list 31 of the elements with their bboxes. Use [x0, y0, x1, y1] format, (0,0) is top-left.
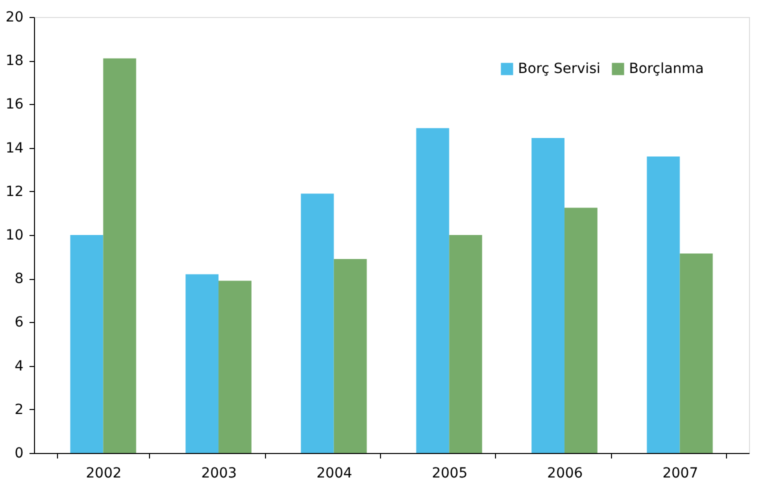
bar [532, 138, 564, 453]
legend-label: Borçlanma [629, 61, 704, 77]
x-tick-label: 2007 [662, 466, 698, 482]
x-tick-label: 2002 [86, 466, 122, 482]
y-tick-label: 8 [14, 271, 24, 288]
x-tick-label: 2006 [547, 466, 583, 482]
bar [680, 254, 713, 453]
bar [186, 274, 219, 453]
bar [416, 128, 450, 453]
bar [334, 258, 367, 453]
y-tick-label: 20 [6, 10, 24, 26]
y-tick-label: 12 [6, 184, 24, 200]
bar [646, 156, 680, 453]
x-tick-label: 2004 [316, 466, 352, 482]
bar [300, 194, 334, 453]
bar [103, 58, 136, 453]
bar [218, 280, 252, 453]
bar [70, 235, 104, 453]
y-tick-label: 2 [14, 402, 24, 418]
bar [449, 235, 482, 453]
y-tick-label: 0 [14, 446, 24, 462]
y-tick-label: 16 [6, 96, 24, 113]
bar [564, 208, 598, 453]
y-tick-label: 18 [6, 53, 24, 70]
x-tick-label: 2005 [432, 466, 468, 482]
legend-label: Borç Servisi [518, 61, 600, 77]
y-tick-label: 14 [6, 140, 24, 156]
y-tick-label: 6 [14, 314, 24, 331]
y-tick-label: 4 [14, 358, 24, 374]
y-tick-label: 10 [6, 228, 24, 244]
x-tick-label: 2003 [201, 466, 237, 482]
